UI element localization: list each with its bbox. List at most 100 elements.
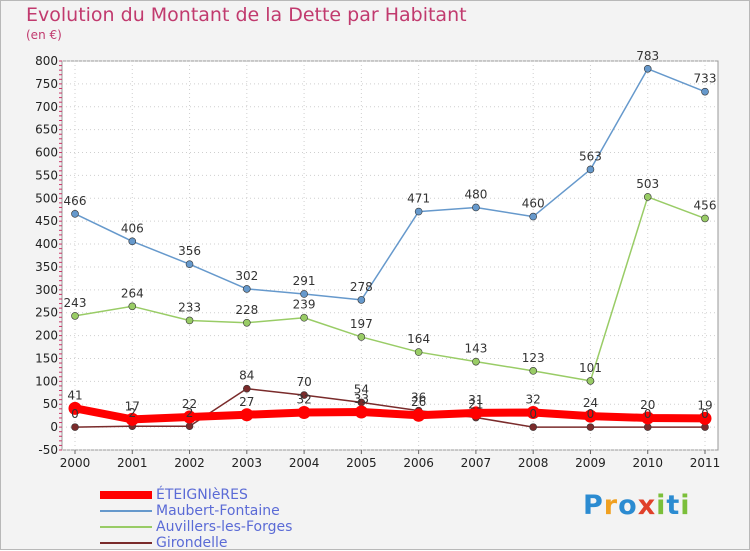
data-label: 164 (407, 332, 430, 346)
y-tick-label: 200 (35, 329, 58, 343)
y-tick-label: 50 (43, 397, 58, 411)
series-line (74, 196, 706, 382)
data-label: 31 (468, 393, 483, 407)
data-label: 123 (522, 351, 545, 365)
data-point (586, 423, 595, 431)
x-tick-label: 2009 (575, 456, 606, 470)
y-tick-label: 500 (35, 191, 58, 205)
data-label: 33 (354, 392, 369, 406)
data-point (240, 408, 254, 422)
data-point (300, 290, 308, 298)
y-tick-label: 650 (35, 123, 58, 137)
data-label: 406 (121, 221, 144, 235)
data-point (529, 212, 537, 221)
chart-title: Evolution du Montant de la Dette par Hab… (26, 4, 467, 26)
x-tick-label: 2003 (232, 456, 263, 470)
data-point (529, 367, 537, 375)
y-tick-label: 600 (35, 146, 58, 160)
data-label: 143 (464, 342, 487, 356)
x-tick-label: 2007 (461, 456, 492, 470)
legend-swatch (100, 491, 152, 499)
logo-letter: o (618, 490, 638, 521)
data-point (526, 405, 540, 419)
legend: ÉTEIGNIèRES Maubert-Fontaine Auvillers-les… (100, 487, 292, 551)
legend-item: Maubert-Fontaine (100, 503, 292, 519)
data-label: 84 (239, 369, 254, 383)
data-point (414, 348, 423, 356)
legend-item: ÉTEIGNIèRES (100, 487, 292, 503)
data-point (412, 408, 426, 422)
data-point (297, 405, 311, 419)
data-point (185, 260, 194, 268)
data-label: 197 (350, 317, 373, 331)
data-point (243, 318, 251, 327)
data-label: 228 (235, 303, 258, 317)
series-2 (71, 193, 709, 385)
y-tick-label: 450 (35, 214, 58, 228)
logo-letter: P (583, 490, 604, 521)
legend-label: Girondelle (156, 535, 228, 551)
data-label: 456 (694, 198, 717, 212)
data-label: 480 (464, 187, 487, 201)
data-point (586, 165, 595, 174)
data-point (243, 285, 251, 293)
y-tick-label: -50 (38, 443, 58, 457)
data-point (643, 64, 652, 73)
data-point (185, 422, 194, 431)
data-label: 563 (579, 149, 602, 163)
data-label: 278 (350, 280, 373, 294)
series-0 (68, 401, 712, 426)
series-line (74, 387, 706, 428)
data-label: 54 (354, 382, 369, 396)
data-point (300, 391, 308, 399)
data-point (128, 302, 137, 311)
data-point (529, 423, 537, 431)
data-label: 0 (71, 407, 79, 421)
data-label: 26 (411, 395, 426, 409)
data-point (71, 312, 79, 320)
data-point (354, 405, 368, 419)
data-label: 264 (121, 286, 144, 300)
y-tick-label: 300 (35, 283, 58, 297)
data-label: 291 (293, 274, 316, 288)
data-label: 460 (522, 197, 545, 211)
data-point (243, 384, 251, 393)
data-label: 783 (636, 49, 659, 63)
data-label: 0 (587, 407, 595, 421)
x-tick-label: 2001 (117, 456, 148, 470)
logo-letter: x (637, 490, 657, 521)
y-tick-label: 0 (50, 420, 58, 434)
x-tick-label: 2002 (174, 456, 205, 470)
data-point (583, 409, 597, 423)
data-label: 21 (468, 398, 483, 412)
data-point (701, 87, 709, 96)
legend-swatch (100, 526, 152, 528)
data-label: 2 (186, 406, 194, 420)
data-point (300, 313, 308, 322)
data-label: 471 (407, 192, 430, 206)
data-label: 0 (529, 407, 537, 421)
y-tick-label: 400 (35, 237, 58, 251)
y-tick-label: 100 (35, 374, 58, 388)
data-label: 503 (636, 177, 659, 191)
legend-swatch (100, 542, 152, 544)
data-label: 0 (644, 407, 652, 421)
data-label: 27 (239, 395, 254, 409)
data-point (128, 237, 137, 246)
logo-letter: i (656, 490, 667, 521)
data-label: 101 (579, 361, 602, 375)
x-tick-label: 2000 (60, 456, 91, 470)
data-label: 356 (178, 244, 201, 258)
series-line (71, 404, 709, 424)
data-label: 243 (64, 296, 87, 310)
data-label: 36 (411, 391, 426, 405)
data-point (472, 357, 480, 366)
data-point (68, 401, 82, 415)
data-label: 32 (296, 392, 311, 406)
logo-letter: r (603, 490, 619, 521)
data-label: 302 (235, 269, 258, 283)
data-label: 41 (67, 388, 82, 402)
series-1 (71, 64, 709, 304)
data-label: 22 (182, 397, 197, 411)
